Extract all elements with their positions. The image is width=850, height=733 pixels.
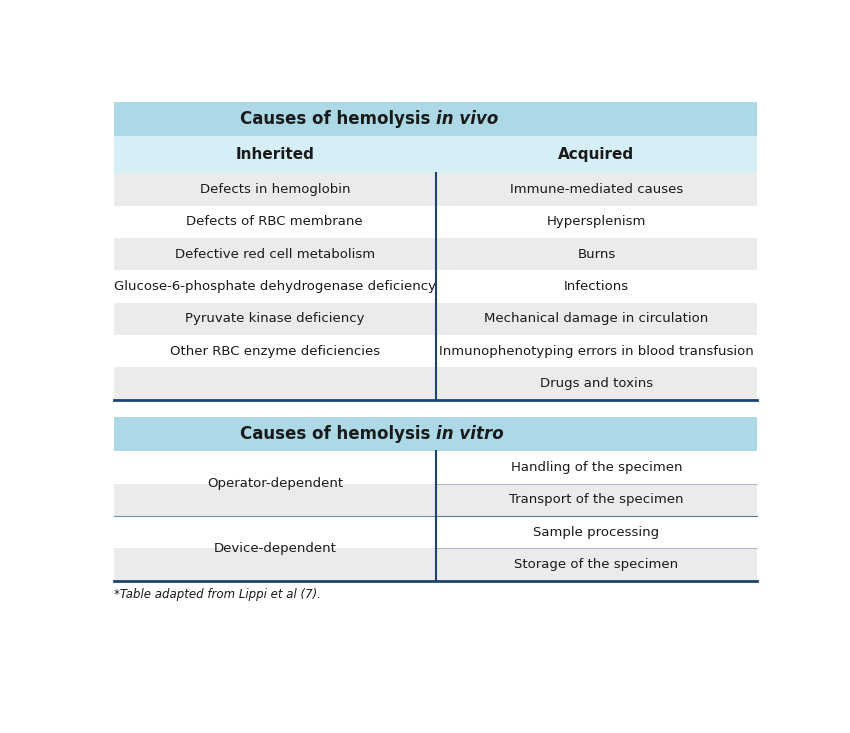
Bar [114,484,757,516]
Bar [114,417,757,452]
Bar [114,367,757,399]
Text: Mechanical damage in circulation: Mechanical damage in circulation [484,312,709,325]
Text: Causes of hemolysis: Causes of hemolysis [240,110,435,128]
Text: Glucose-6-phosphate dehydrogenase deficiency: Glucose-6-phosphate dehydrogenase defici… [114,280,436,293]
Bar [114,136,757,174]
Text: Defects in hemoglobin: Defects in hemoglobin [200,183,350,196]
Bar [114,548,757,581]
Text: Infections: Infections [564,280,629,293]
Bar [114,238,757,270]
Bar [114,335,757,367]
Bar [114,102,757,136]
Text: Inherited: Inherited [235,147,314,163]
Text: Transport of the specimen: Transport of the specimen [509,493,683,507]
Text: Causes of hemolysis: Causes of hemolysis [240,425,435,443]
Text: Burns: Burns [577,248,615,261]
Text: in vivo: in vivo [435,110,498,128]
Text: Inmunophenotyping errors in blood transfusion: Inmunophenotyping errors in blood transf… [439,345,754,358]
Text: Drugs and toxins: Drugs and toxins [540,377,653,390]
Text: *Table adapted from Lippi et al (7).: *Table adapted from Lippi et al (7). [114,589,321,602]
Text: Handling of the specimen: Handling of the specimen [511,461,683,474]
Text: Device-dependent: Device-dependent [213,542,337,555]
Text: Defects of RBC membrane: Defects of RBC membrane [186,216,363,229]
Text: Storage of the specimen: Storage of the specimen [514,558,678,571]
Text: Operator-dependent: Operator-dependent [207,477,343,490]
Bar [114,303,757,335]
Text: in vitro: in vitro [435,425,503,443]
Text: Pyruvate kinase deficiency: Pyruvate kinase deficiency [185,312,365,325]
Text: Other RBC enzyme deficiencies: Other RBC enzyme deficiencies [170,345,380,358]
Bar [114,270,757,303]
Text: Hypersplenism: Hypersplenism [547,216,646,229]
Text: Defective red cell metabolism: Defective red cell metabolism [175,248,375,261]
Bar [114,452,757,484]
Text: Sample processing: Sample processing [534,526,660,539]
Text: Immune-mediated causes: Immune-mediated causes [510,183,683,196]
Bar [114,206,757,238]
Text: Acquired: Acquired [558,147,634,163]
Bar [114,516,757,548]
Bar [114,174,757,206]
